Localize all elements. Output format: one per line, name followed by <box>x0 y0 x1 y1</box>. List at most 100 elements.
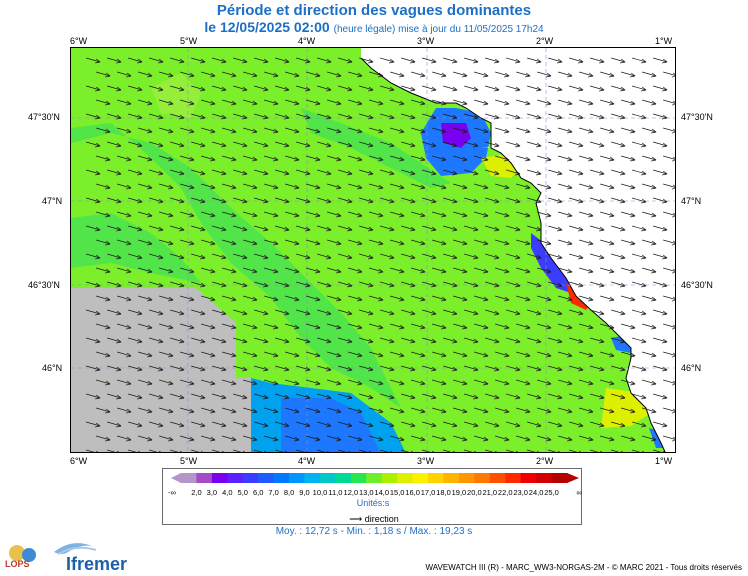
direction-arrow <box>485 449 498 452</box>
direction-arrow <box>579 127 594 134</box>
direction-arrow <box>96 183 111 190</box>
direction-arrow <box>474 211 489 218</box>
direction-arrow <box>159 239 174 246</box>
direction-arrow <box>474 127 489 134</box>
direction-arrow <box>653 337 668 344</box>
direction-arrow <box>474 71 489 78</box>
direction-arrow <box>390 379 405 386</box>
map-title: Période et direction des vagues dominant… <box>216 2 532 19</box>
direction-arrow <box>338 337 353 344</box>
direction-arrow <box>96 127 111 134</box>
direction-arrow <box>233 197 248 204</box>
direction-arrow <box>632 141 647 148</box>
legend-tick-label: 12,0 <box>343 488 359 497</box>
direction-arrow <box>128 253 143 260</box>
direction-arrow <box>464 113 479 120</box>
lat-tick-right: 47°N <box>681 196 702 206</box>
direction-arrow <box>296 225 311 232</box>
lon-tick-top: 2°W <box>536 36 554 46</box>
direction-arrow <box>527 113 542 120</box>
direction-arrow <box>485 309 500 316</box>
direction-arrow <box>317 337 332 344</box>
direction-arrow <box>653 365 668 372</box>
direction-arrow <box>537 239 552 246</box>
direction-arrow <box>107 169 122 176</box>
direction-arrow <box>642 127 657 134</box>
direction-arrow <box>306 127 321 134</box>
direction-arrow <box>348 127 363 134</box>
direction-arrow <box>348 351 363 358</box>
direction-arrow <box>611 197 626 204</box>
period-band <box>151 73 201 118</box>
direction-arrow <box>128 281 143 288</box>
direction-arrow <box>306 99 321 106</box>
direction-arrow <box>86 85 101 92</box>
direction-arrow <box>159 71 174 78</box>
direction-arrow <box>233 393 248 400</box>
direction-arrow <box>590 197 605 204</box>
direction-arrow <box>359 85 374 92</box>
direction-arrow <box>600 155 615 162</box>
direction-arrow <box>212 449 225 452</box>
direction-arrow <box>369 127 384 134</box>
direction-arrow <box>506 113 521 120</box>
direction-arrow <box>128 113 143 120</box>
direction-arrow <box>149 393 164 400</box>
direction-arrow <box>107 393 122 400</box>
lon-tick-bottom: 6°W <box>70 456 88 466</box>
direction-arrow <box>653 421 668 428</box>
direction-arrow <box>359 337 374 344</box>
direction-arrow <box>569 393 584 400</box>
direction-arrow <box>138 323 153 330</box>
direction-arrow <box>306 379 321 386</box>
direction-arrow <box>401 197 416 204</box>
direction-arrow <box>317 169 332 176</box>
direction-arrow <box>390 239 405 246</box>
direction-arrow <box>128 449 141 452</box>
direction-arrow <box>254 169 269 176</box>
direction-arrow <box>191 337 206 344</box>
direction-arrow <box>401 421 416 428</box>
short-period-zone <box>531 233 571 293</box>
direction-arrow <box>474 351 489 358</box>
direction-arrow <box>306 71 321 78</box>
direction-arrow <box>411 155 426 162</box>
direction-arrow <box>348 323 363 330</box>
direction-arrow <box>506 197 521 204</box>
direction-arrow <box>558 351 573 358</box>
legend-swatch <box>381 473 398 483</box>
direction-arrow <box>306 183 321 190</box>
legend-tick-label: 6,0 <box>252 488 264 497</box>
direction-arrow <box>579 183 594 190</box>
direction-arrow <box>390 155 405 162</box>
direction-arrow <box>516 99 531 106</box>
direction-arrow <box>663 295 675 302</box>
direction-arrow <box>516 211 531 218</box>
direction-arrow <box>222 71 237 78</box>
direction-arrow <box>600 71 615 78</box>
direction-arrow <box>159 211 174 218</box>
direction-arrow <box>201 267 216 274</box>
direction-arrow <box>296 337 311 344</box>
direction-arrow <box>317 85 332 92</box>
direction-arrow <box>611 253 626 260</box>
direction-arrow <box>600 267 615 274</box>
direction-arrow <box>579 295 594 302</box>
direction-arrow <box>611 169 626 176</box>
direction-arrow <box>443 57 458 64</box>
direction-arrow <box>138 239 153 246</box>
direction-arrow <box>653 57 668 64</box>
direction-arrow <box>254 365 269 372</box>
direction-arrow <box>275 197 290 204</box>
svg-text:LOPS: LOPS <box>5 559 30 569</box>
direction-arrow <box>275 393 290 400</box>
direction-arrow <box>285 295 300 302</box>
legend-tick-label: 8,0 <box>283 488 295 497</box>
direction-arrow <box>338 393 353 400</box>
period-band <box>71 123 401 408</box>
direction-arrow <box>285 267 300 274</box>
direction-arrow <box>621 99 636 106</box>
direction-arrow <box>327 71 342 78</box>
direction-arrow <box>86 421 101 428</box>
direction-arrow <box>453 435 468 442</box>
